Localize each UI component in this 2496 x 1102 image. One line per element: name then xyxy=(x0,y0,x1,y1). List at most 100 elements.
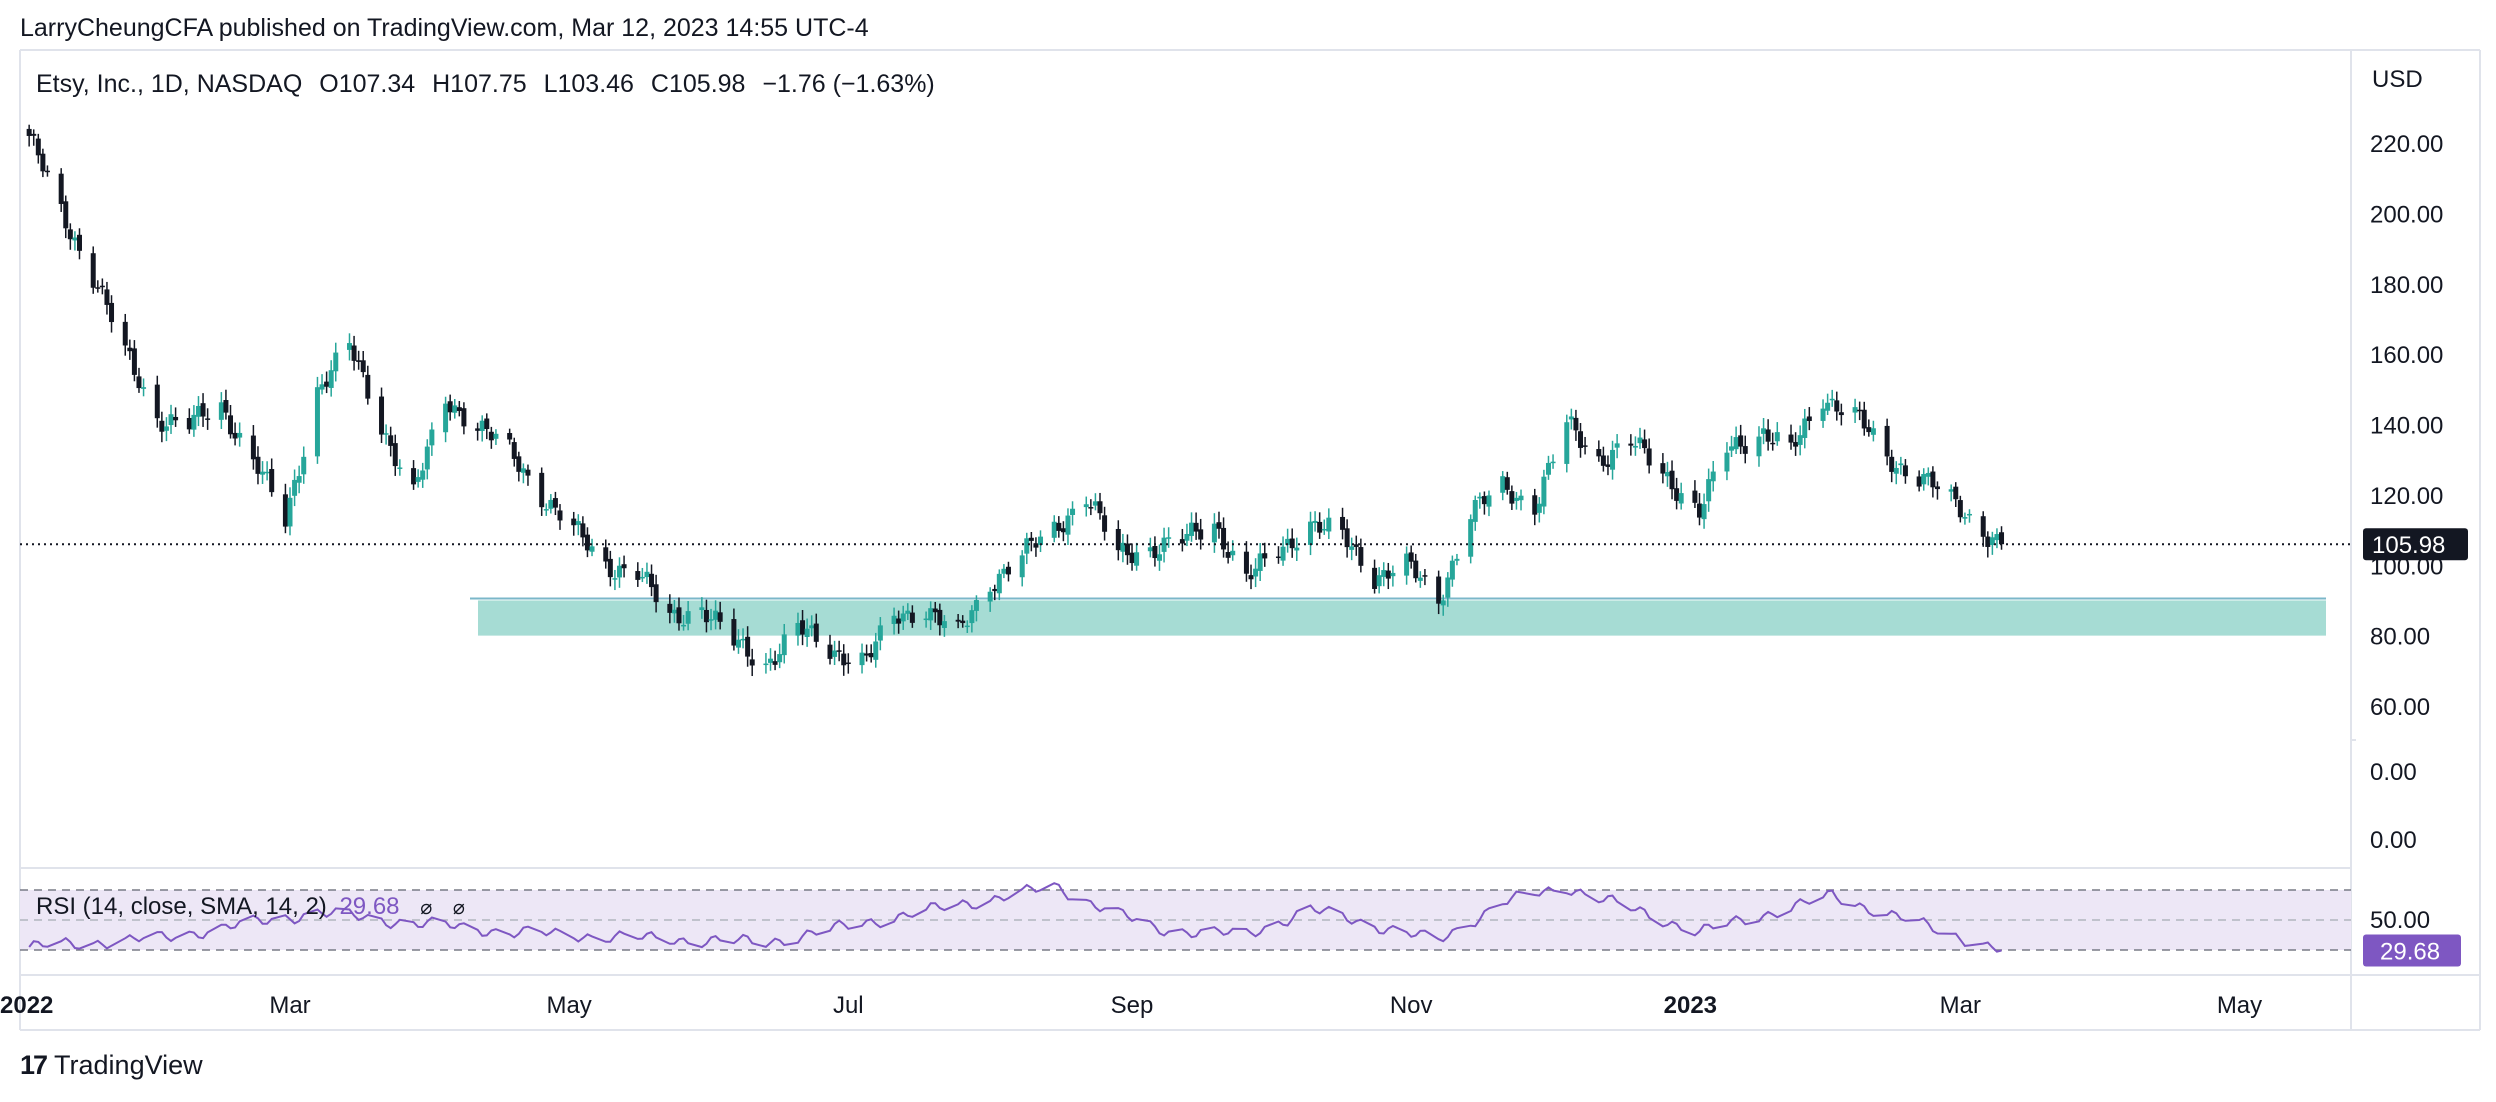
candle-body xyxy=(67,229,73,240)
candle-body xyxy=(923,618,929,621)
candle-body xyxy=(1005,566,1011,575)
symbol-legend: Etsy, Inc., 1D, NASDAQ O107.34 H107.75 L… xyxy=(36,70,945,99)
candle-body xyxy=(232,432,238,439)
candle-body xyxy=(772,661,778,665)
candle-body xyxy=(1472,500,1478,522)
candle-body xyxy=(1308,521,1314,545)
time-tick-label: May xyxy=(546,992,591,1019)
candle-body xyxy=(877,625,883,641)
open-label: O xyxy=(319,70,339,98)
candle-body xyxy=(539,472,545,508)
candle-body xyxy=(1358,547,1364,566)
candle-body xyxy=(1985,536,1991,547)
candle-body xyxy=(1390,572,1396,577)
candle-body xyxy=(484,418,490,430)
candle-body xyxy=(1253,568,1259,577)
candle-body xyxy=(1070,508,1076,515)
candle-body xyxy=(763,663,769,666)
rsi-settings-icon[interactable]: ⌀ xyxy=(452,897,465,919)
high-label: H xyxy=(432,70,451,98)
candle-body xyxy=(1614,443,1620,448)
candle-body xyxy=(1436,576,1442,604)
rsi-title[interactable]: RSI (14, close, SMA, 14, 2) xyxy=(36,893,327,920)
candle-body xyxy=(200,403,206,417)
candle-body xyxy=(1696,503,1702,518)
change-value: −1.76 (−1.63%) xyxy=(762,70,935,98)
candle-body xyxy=(1930,471,1936,488)
candle-body xyxy=(653,584,659,603)
candle-body xyxy=(1404,553,1410,576)
candle-body xyxy=(557,510,563,521)
candle-body xyxy=(781,634,787,656)
currency-label[interactable]: USD xyxy=(2372,66,2423,93)
candle-body xyxy=(1729,446,1735,451)
candle-body xyxy=(900,613,906,622)
candle-body xyxy=(548,499,554,509)
symbol-name[interactable]: Etsy, Inc., 1D, NASDAQ xyxy=(36,70,303,98)
candle-body xyxy=(1829,398,1835,401)
candle-body xyxy=(493,433,499,439)
price-axis-ticks: 220.00200.00180.00160.00140.00120.00100.… xyxy=(2370,131,2443,934)
candle-body xyxy=(896,618,902,624)
high-value: 107.75 xyxy=(450,70,527,98)
candle-body xyxy=(873,641,879,660)
candle-body xyxy=(58,173,64,204)
candle-body xyxy=(76,234,82,251)
price-tick-label: 80.00 xyxy=(2370,624,2430,651)
candle-body xyxy=(255,456,261,474)
candle-body xyxy=(676,607,682,624)
candle-body xyxy=(1857,409,1863,412)
candle-body xyxy=(868,653,874,658)
candle-body xyxy=(964,625,970,628)
candle-body xyxy=(1166,537,1172,539)
candle-body xyxy=(731,619,737,646)
candle-body xyxy=(324,381,330,387)
candle-body xyxy=(1761,428,1767,434)
candle-body xyxy=(969,610,975,624)
candle-body xyxy=(768,658,774,663)
candle-body xyxy=(1060,528,1066,533)
candle-body xyxy=(1353,544,1359,547)
candle-body xyxy=(713,610,719,620)
candle-body xyxy=(571,518,577,526)
candle-body xyxy=(397,467,403,469)
rsi-value-badge xyxy=(2363,934,2461,967)
candle-body xyxy=(1115,528,1121,551)
candle-body xyxy=(1605,464,1611,467)
candle-body xyxy=(1893,467,1899,474)
candle-body xyxy=(1500,476,1506,493)
time-tick-label: Jul xyxy=(833,992,864,1019)
candle-body xyxy=(44,170,50,173)
candle-body xyxy=(809,625,815,629)
candle-body xyxy=(1038,536,1044,545)
rsi-hide-icon[interactable]: ⌀ xyxy=(420,897,433,919)
candle-body xyxy=(1568,416,1574,420)
support-zone-rect[interactable] xyxy=(478,600,2326,636)
candle-body xyxy=(1980,516,1986,537)
candle-body xyxy=(1408,552,1414,562)
candle-body xyxy=(63,201,69,229)
tradingview-mark-icon: 17 xyxy=(20,1050,48,1080)
candle-body xyxy=(461,408,467,427)
candle-body xyxy=(388,435,394,446)
candle-body xyxy=(379,396,385,435)
rsi-value-badge-label: 29.68 xyxy=(2380,938,2440,965)
candle-body xyxy=(1628,443,1634,446)
candle-body xyxy=(1596,449,1602,457)
candle-body xyxy=(681,624,687,627)
candle-body xyxy=(1934,486,1940,490)
candle-body xyxy=(1632,445,1638,448)
candle-body xyxy=(72,237,78,241)
candle-body xyxy=(667,603,673,613)
candle-body xyxy=(800,620,806,635)
candle-body xyxy=(136,376,142,389)
candle-body xyxy=(296,476,302,483)
candle-body xyxy=(195,405,201,417)
candle-body xyxy=(456,407,462,411)
candle-body xyxy=(749,659,755,666)
candle-body xyxy=(1340,516,1346,530)
candle-body xyxy=(351,345,357,361)
candle-body xyxy=(191,414,197,430)
candle-body xyxy=(859,652,865,666)
